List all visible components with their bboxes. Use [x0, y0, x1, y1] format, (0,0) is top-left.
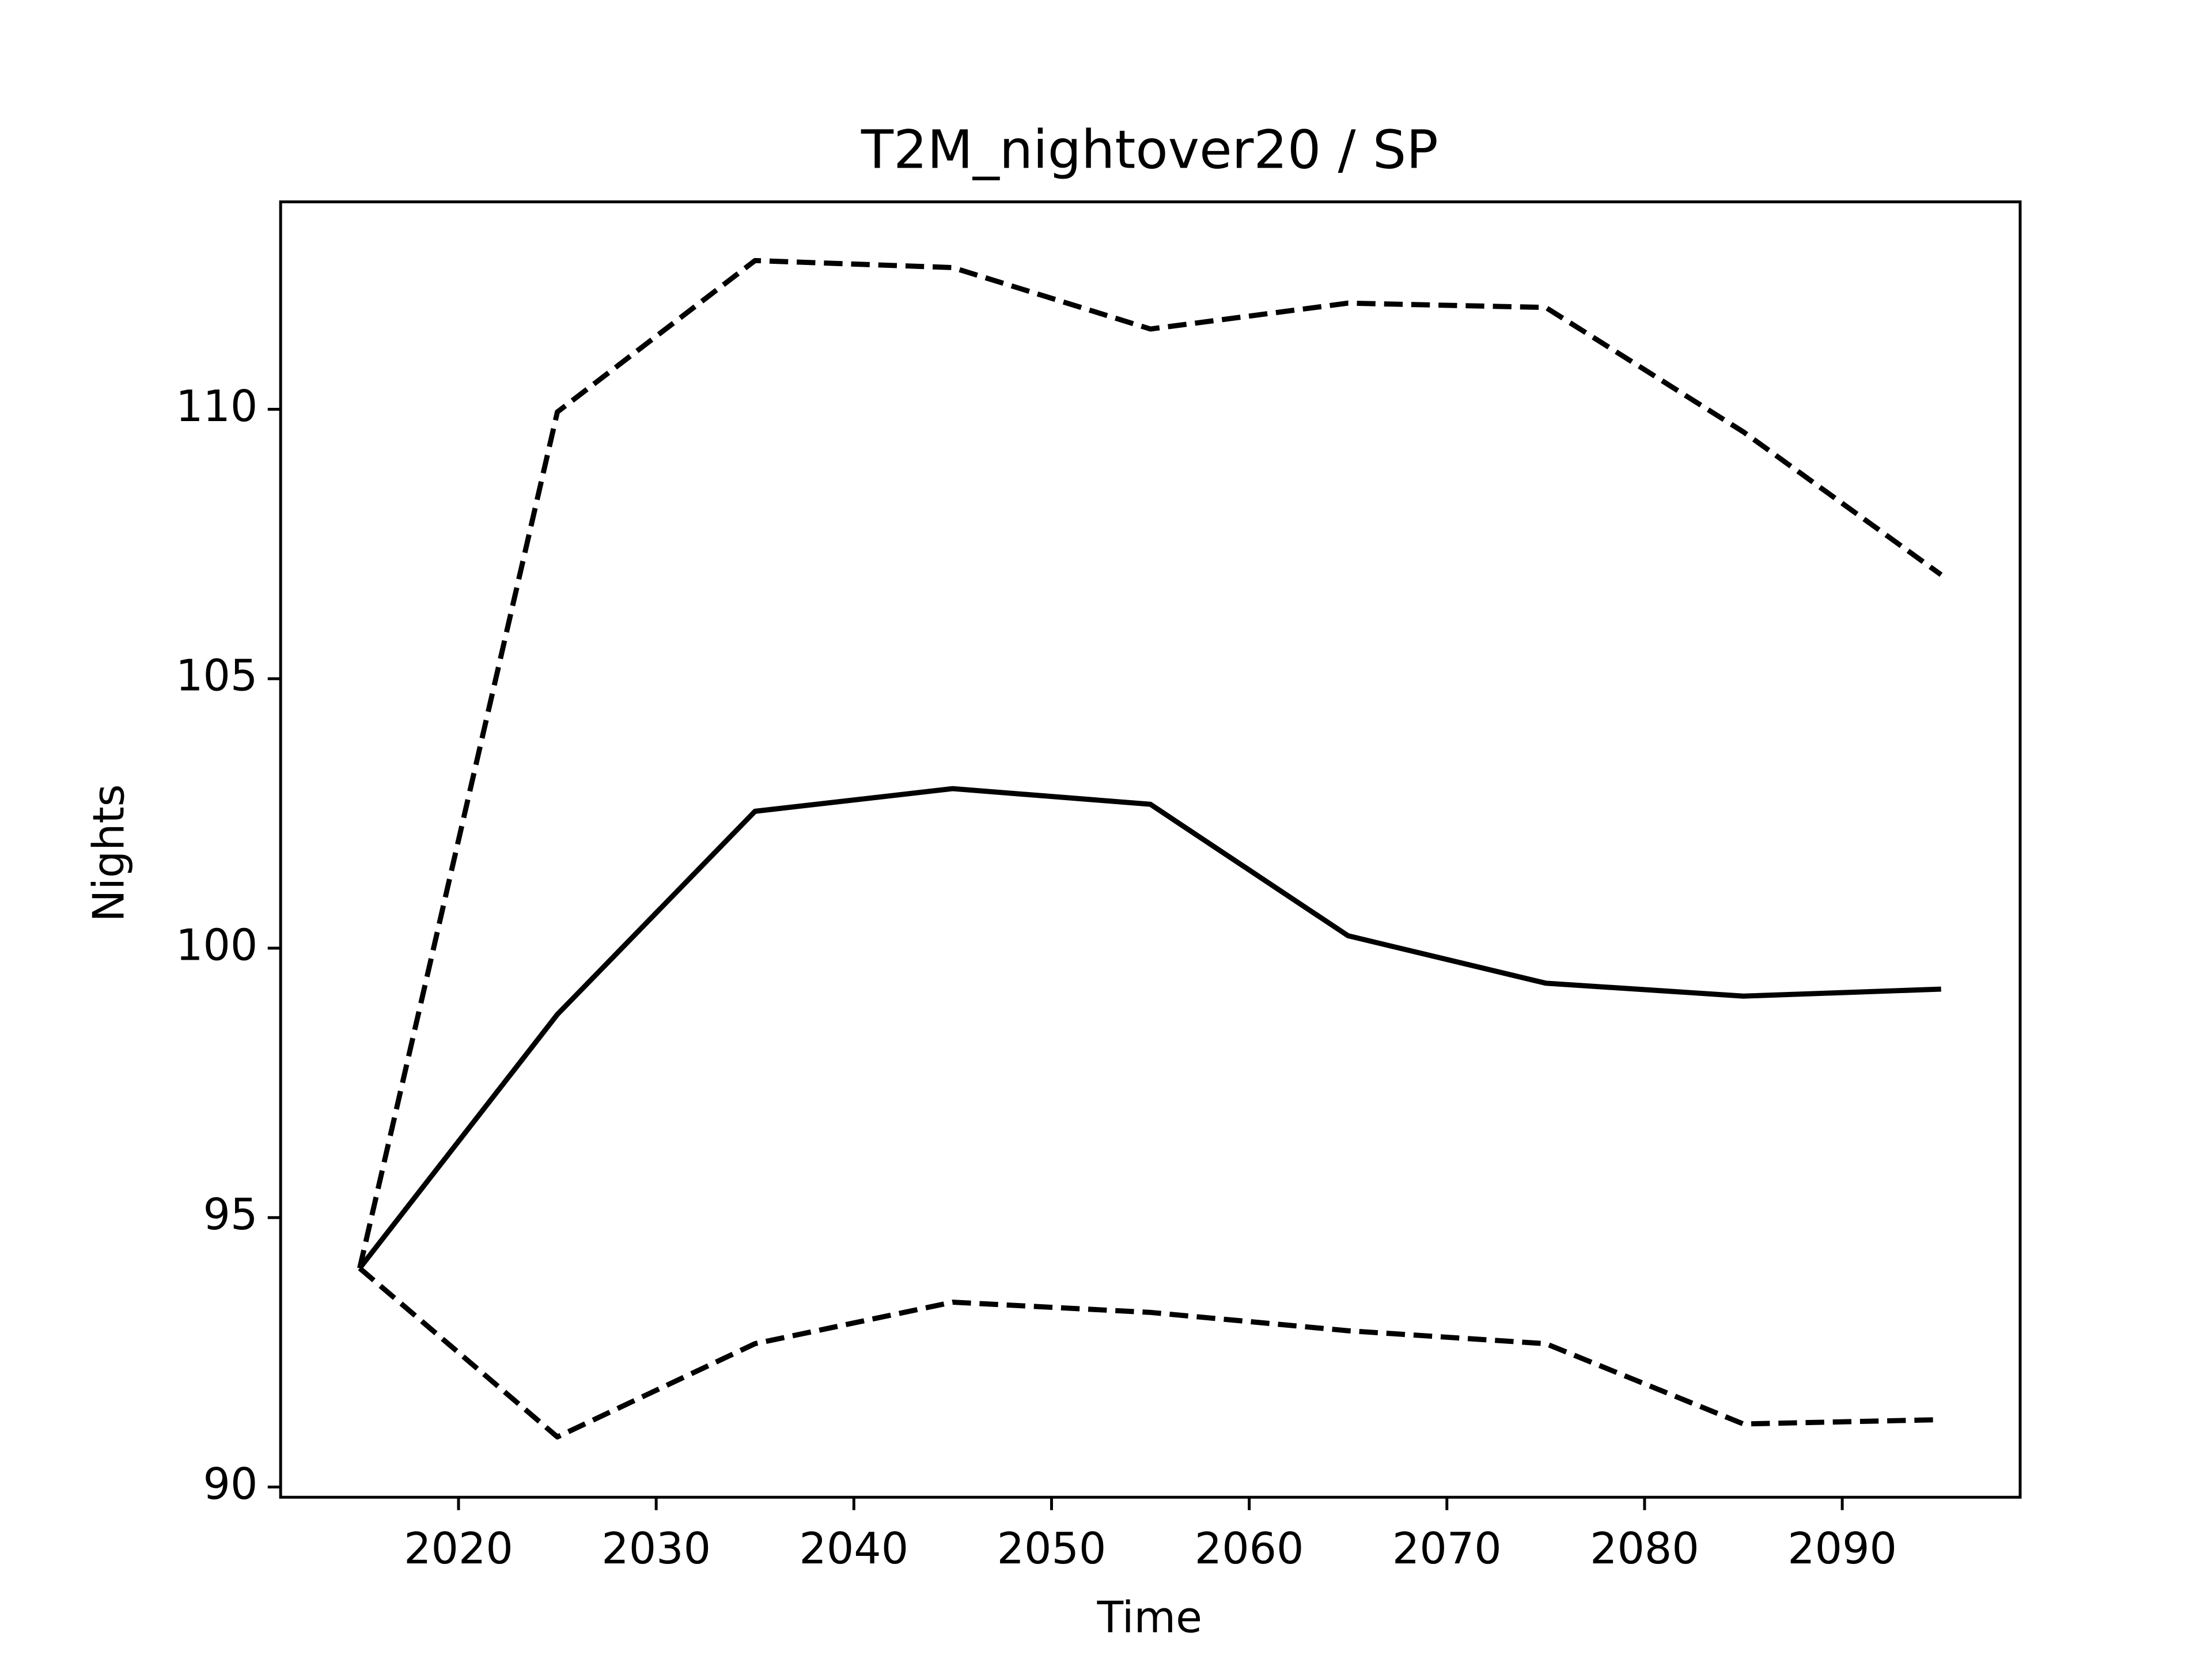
- y-tick-label: 100: [176, 920, 257, 970]
- x-tick-label: 2060: [1195, 1524, 1304, 1574]
- x-tick-label: 2030: [601, 1524, 711, 1574]
- x-tick-label: 2080: [1590, 1524, 1699, 1574]
- line-series: [358, 1266, 1941, 1440]
- y-axis-label: Nights: [84, 784, 134, 922]
- y-tick-label: 110: [176, 381, 257, 431]
- x-tick-label: 2090: [1787, 1524, 1897, 1574]
- chart-title: T2M_nightover20 / SP: [861, 119, 1438, 180]
- x-axis-label: Time: [1097, 1592, 1202, 1642]
- x-tick-label: 2040: [799, 1524, 908, 1574]
- x-tick-label: 2050: [997, 1524, 1107, 1574]
- y-tick-label: 95: [203, 1190, 258, 1240]
- line-series: [357, 786, 1941, 1270]
- y-tick-label: 105: [176, 651, 257, 701]
- x-tick-label: 2020: [404, 1524, 513, 1574]
- y-tick-label: 90: [203, 1459, 258, 1509]
- x-tick-label: 2070: [1392, 1524, 1502, 1574]
- line-series: [357, 257, 1943, 1269]
- plot-frame: [279, 200, 2022, 1499]
